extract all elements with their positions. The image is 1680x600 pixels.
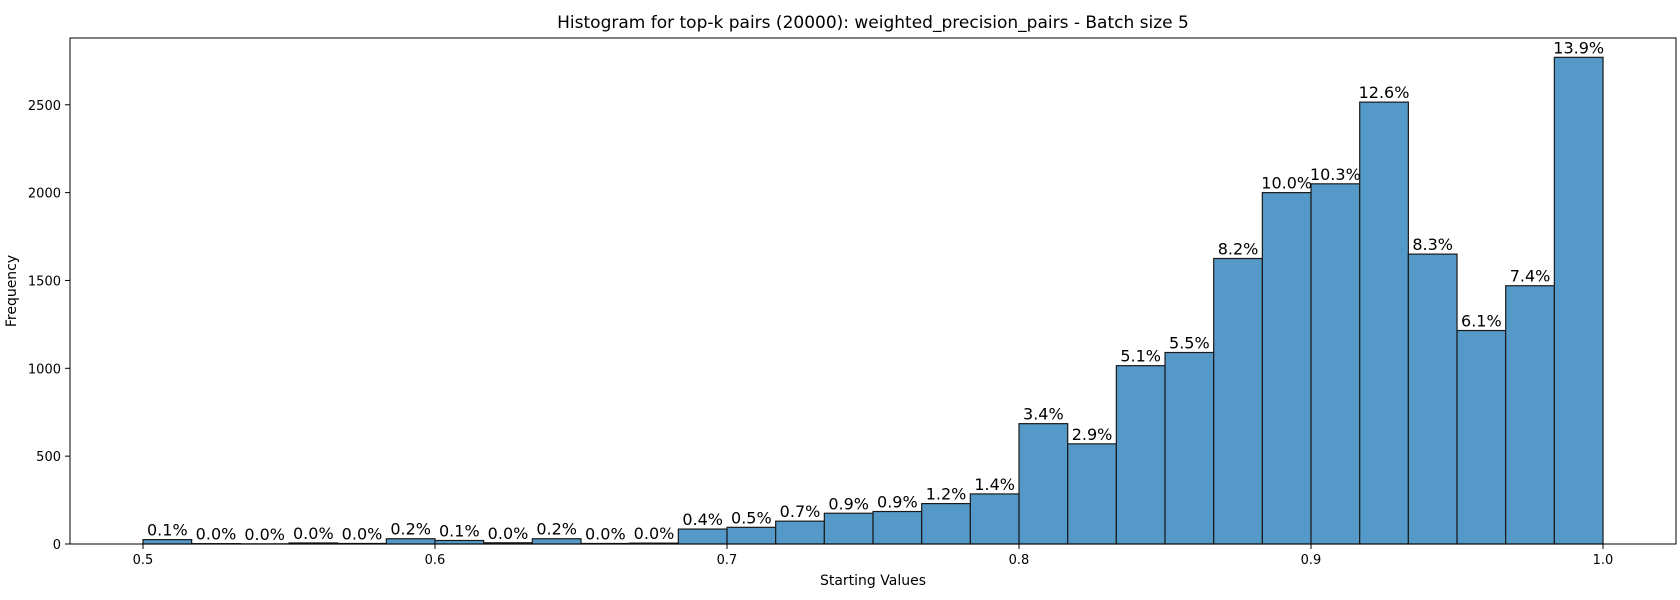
y-tick-label: 2500 [28, 99, 61, 114]
bar-value-label: 10.0% [1261, 174, 1312, 193]
histogram-bar [823, 512, 874, 545]
bar-value-label: 3.4% [1023, 405, 1064, 424]
bar-value-label: 0.4% [682, 510, 723, 529]
bar-value-label: 0.0% [634, 524, 675, 543]
x-tick-label: 0.8 [1009, 553, 1030, 568]
histogram-bar [726, 526, 777, 545]
histogram-bar [1310, 183, 1361, 545]
y-axis: 0 500 1000 1500 2000 2500 [28, 99, 70, 553]
bar-value-label: 7.4% [1510, 267, 1551, 286]
bar-value-label: 8.2% [1218, 239, 1259, 258]
histogram-bar [1553, 56, 1604, 545]
histogram-bar [1115, 365, 1166, 545]
bar-value-label: 0.7% [780, 502, 821, 521]
histogram-bar [872, 510, 923, 545]
histogram-bar [531, 538, 582, 545]
bar-value-label: 10.3% [1310, 165, 1361, 184]
x-axis: 0.5 0.6 0.7 0.8 0.9 1.0 [133, 544, 1614, 568]
histogram-bar [1456, 329, 1507, 545]
bar-value-label: 0.0% [585, 524, 626, 543]
histogram-bar [1067, 443, 1117, 545]
histogram-bar [775, 520, 825, 545]
plot-frame [69, 37, 1677, 545]
histogram-bar [1164, 351, 1215, 545]
bar-value-label: 0.1% [147, 521, 188, 540]
bar-value-label: 5.1% [1120, 347, 1161, 366]
x-axis-label: Starting Values [820, 573, 926, 589]
bar-value-label: 6.1% [1461, 312, 1502, 331]
histogram-bar [1359, 101, 1409, 545]
bar-value-label: 0.9% [877, 492, 918, 511]
bar-value-label: 2.9% [1072, 425, 1113, 444]
bar-labels-group: 0.1% 0.0% 0.0% 0.0% 0.0% 0.2% 0.1% 0.0% 0.2% 0.0%… [147, 38, 1604, 543]
bar-value-label: 0.0% [196, 525, 237, 544]
histogram-bar [677, 528, 728, 545]
bar-value-label: 13.9% [1553, 38, 1604, 57]
bar-value-label: 0.0% [342, 524, 383, 543]
histogram-bar [142, 539, 193, 545]
histogram-bar [1407, 253, 1458, 545]
bar-value-label: 1.2% [926, 485, 967, 504]
bar-value-label: 8.3% [1412, 235, 1453, 254]
histogram-bar [434, 539, 485, 545]
histogram-bar [1261, 192, 1312, 545]
y-tick-label: 1000 [28, 362, 61, 377]
bar-value-label: 0.2% [390, 520, 431, 539]
y-tick-label: 500 [36, 450, 61, 465]
bar-value-label: 0.1% [439, 521, 480, 540]
y-axis-label: Frequency [4, 255, 20, 327]
bars-group [142, 56, 1604, 545]
bar-value-label: 0.0% [293, 524, 334, 543]
x-tick-label: 0.7 [717, 553, 738, 568]
bar-value-label: 0.5% [731, 508, 772, 527]
y-tick-label: 1500 [28, 274, 61, 289]
bar-value-label: 0.0% [488, 524, 529, 543]
bar-value-label: 0.2% [536, 520, 577, 539]
bar-value-label: 1.4% [974, 475, 1015, 494]
y-tick-label: 0 [53, 538, 61, 553]
x-tick-label: 0.6 [425, 553, 446, 568]
histogram-bar [1018, 423, 1069, 545]
x-tick-label: 1.0 [1593, 553, 1614, 568]
histogram-bar [1213, 257, 1263, 545]
histogram-bar [1505, 285, 1555, 545]
histogram-bar [969, 493, 1020, 545]
bar-value-label: 5.5% [1169, 333, 1210, 352]
x-tick-label: 0.9 [1301, 553, 1322, 568]
histogram-bar [385, 538, 436, 545]
histogram-bar [921, 502, 971, 545]
bar-value-label: 0.9% [828, 494, 869, 513]
bar-value-label: 12.6% [1359, 83, 1410, 102]
chart-title: Histogram for top-k pairs (20000): weigh… [557, 13, 1189, 33]
bar-value-label: 0.0% [244, 525, 285, 544]
y-tick-label: 2000 [28, 187, 61, 202]
x-tick-label: 0.5 [133, 553, 154, 568]
